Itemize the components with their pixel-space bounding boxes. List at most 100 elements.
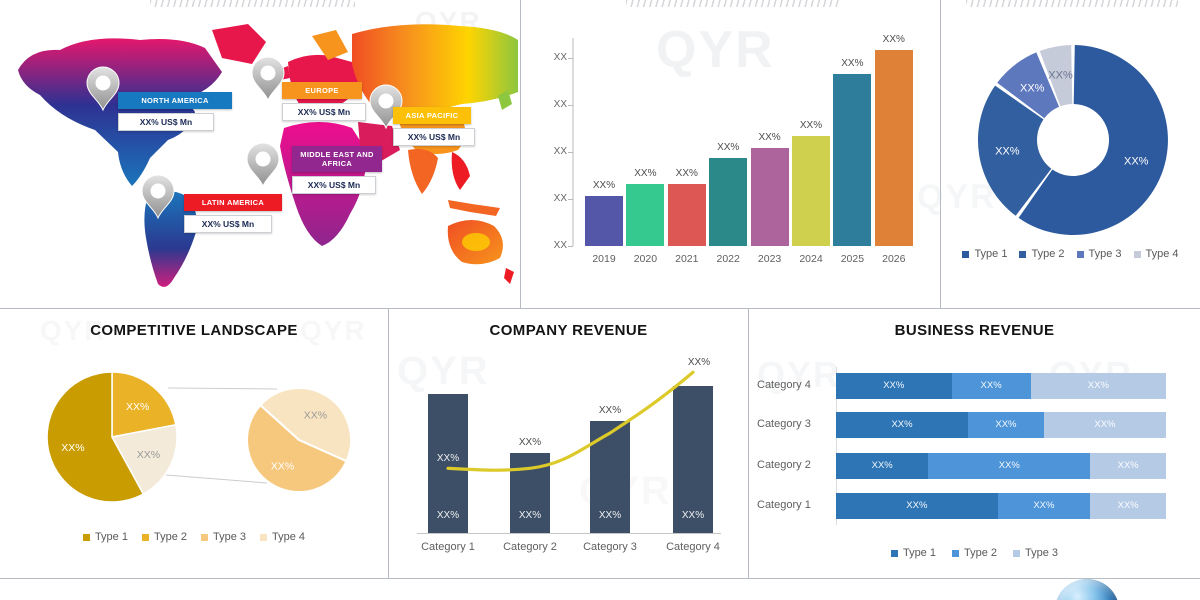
region-japan xyxy=(498,90,512,110)
legend-marker-icon xyxy=(260,533,268,541)
main-pie-slice-3 xyxy=(46,371,145,503)
row-label-category-4: Category 4 xyxy=(757,379,811,391)
region-new-zealand xyxy=(504,268,514,284)
x-tick-label: 2022 xyxy=(716,253,740,265)
map-pin-middle-east-and-africa xyxy=(246,142,280,188)
legend-item-type-4: Type 4 xyxy=(1133,248,1179,260)
segment-label: XX% xyxy=(871,460,893,471)
pin-hole xyxy=(255,151,271,167)
segment-label: XX% xyxy=(1094,419,1116,430)
continent-north-america xyxy=(18,38,222,187)
region-name-badge: MIDDLE EAST AND AFRICA xyxy=(292,146,382,172)
segment-type-2 xyxy=(968,412,1044,438)
pin-hole xyxy=(260,65,276,81)
divider-bottom-2 xyxy=(748,309,749,578)
legend-label: Type 2 xyxy=(153,531,187,543)
divider-bottom-horizontal xyxy=(0,578,1200,579)
segment-label: XX% xyxy=(1087,380,1109,391)
line-point-label: XX% xyxy=(598,405,622,417)
region-value-badge: XX% US$ Mn xyxy=(282,103,366,121)
region-value-badge: XX% US$ Mn xyxy=(393,128,475,146)
competitive-landscape-panel: COMPETITIVE LANDSCAPE QYR QYR XX% XX% XX% X… xyxy=(0,309,388,578)
company-revenue-panel: COMPANY REVENUE QYR QYR XX%Category 1XX%… xyxy=(389,309,748,578)
divider-bottom-1 xyxy=(388,309,389,578)
legend-item-type-1: Type 1 xyxy=(82,531,128,543)
map-pin-europe xyxy=(251,56,285,102)
bar-2019 xyxy=(585,196,623,246)
legend-marker-icon xyxy=(1013,549,1021,557)
region-name-badge: ASIA PACIFIC xyxy=(393,107,471,124)
line-point-label: XX% xyxy=(436,453,460,465)
secondary-pie-slice-2 xyxy=(246,403,348,494)
yearly-bar-chart: XX XX XX XX XX XX% 2019 XX% 2020 XX% 2021 XX% 2022 XX… xyxy=(521,0,940,308)
region-scandinavia xyxy=(312,30,348,60)
segment-type-3 xyxy=(1043,412,1166,438)
bar-value-label: XX% xyxy=(758,132,781,143)
bar-2022 xyxy=(709,158,748,246)
legend-label: Type 2 xyxy=(963,547,998,559)
y-tick-mark xyxy=(568,58,573,59)
secondary-pie-slice-label: XX% xyxy=(271,460,294,472)
divider-top-1 xyxy=(520,0,521,308)
donut-slice-label: XX% xyxy=(995,145,1020,157)
bar-2026 xyxy=(874,50,913,246)
map-label-latin-america: LATIN AMERICA XX% US$ Mn xyxy=(184,194,282,233)
legend-label: Type 4 xyxy=(1145,248,1179,260)
region-value-badge: XX% US$ Mn xyxy=(292,176,376,194)
legend-marker-icon xyxy=(201,533,208,541)
legend-marker-icon xyxy=(1019,250,1027,258)
bar-bottom-label: XX% xyxy=(681,510,705,521)
segment-type-3 xyxy=(1090,493,1166,519)
world-map xyxy=(18,24,518,287)
map-pin-latin-america xyxy=(141,174,175,220)
secondary-pie-slice-1 xyxy=(258,387,352,463)
segment-type-2 xyxy=(951,373,1031,399)
segment-label: XX% xyxy=(1117,460,1139,471)
map-label-north-america: NORTH AMERICA XX% US$ Mn xyxy=(118,92,232,131)
category-label: Category 3 xyxy=(583,541,637,553)
region-se-asia xyxy=(451,152,470,190)
x-tick-label: 2024 xyxy=(799,253,823,265)
bar-2020 xyxy=(626,184,665,246)
main-pie-slice-1 xyxy=(111,371,177,438)
legend-marker-icon xyxy=(1076,250,1084,258)
bar-value-label: XX% xyxy=(882,34,905,45)
bar-value-label: XX% xyxy=(799,120,823,131)
legend-label: Type 2 xyxy=(1031,248,1065,260)
pie-connector-top xyxy=(167,387,278,390)
bar-value-label: XX% xyxy=(717,142,740,153)
category-label: Category 2 xyxy=(503,541,557,553)
continent-greenland xyxy=(212,24,266,64)
axis-svg xyxy=(572,38,574,246)
region-name-badge: NORTH AMERICA xyxy=(118,92,232,109)
donut-slice-label: XX% xyxy=(1124,156,1149,168)
globe-icon xyxy=(1055,579,1119,600)
segment-label: XX% xyxy=(883,380,905,391)
category-label: Category 1 xyxy=(421,541,475,553)
legend-marker-icon xyxy=(141,533,149,541)
line-point-label: XX% xyxy=(687,357,711,369)
bar-2024 xyxy=(792,136,830,246)
legend-label: Type 3 xyxy=(1088,248,1122,260)
y-tick-mark xyxy=(568,199,573,200)
legend-item-type-3: Type 3 xyxy=(1013,547,1058,559)
australia-interior xyxy=(462,233,490,251)
donut-slice-type-2 xyxy=(977,85,1052,216)
y-tick-mark xyxy=(568,105,573,106)
legend-item-type-1: Type 1 xyxy=(962,248,1007,260)
competitive-legend: Type 1 Type 2 Type 3 Type 4 xyxy=(0,531,388,543)
competitive-landscape-title: COMPETITIVE LANDSCAPE xyxy=(90,322,298,339)
region-name-badge: LATIN AMERICA xyxy=(184,194,282,211)
y-tick-label: XX xyxy=(553,240,567,251)
segment-type-1 xyxy=(836,493,998,519)
map-label-middle-east-and-africa: MIDDLE EAST AND AFRICA XX% US$ Mn xyxy=(292,146,382,194)
bar-bottom-label: XX% xyxy=(518,510,542,521)
legend-item-type-3: Type 3 xyxy=(201,531,246,543)
business-revenue-title: BUSINESS REVENUE xyxy=(894,322,1055,339)
regional-map-panel: QYR xyxy=(0,0,520,308)
row-label-category-1: Category 1 xyxy=(757,499,811,511)
row-label-category-3: Category 3 xyxy=(757,418,811,430)
donut-slice-label: XX% xyxy=(1020,82,1045,94)
segment-type-2 xyxy=(928,453,1091,479)
legend-marker-icon xyxy=(890,549,898,557)
